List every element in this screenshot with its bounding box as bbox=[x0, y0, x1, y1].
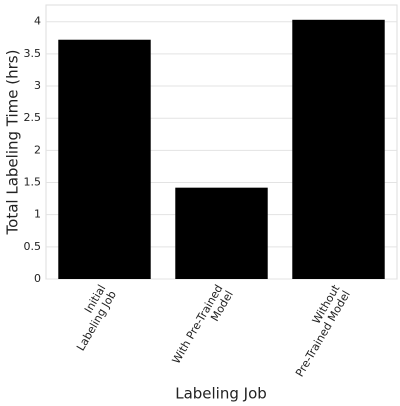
bar bbox=[292, 19, 385, 279]
y-tick-label: 4 bbox=[34, 15, 41, 28]
y-tick-label: 0.5 bbox=[24, 240, 42, 253]
y-tick-label: 0 bbox=[34, 272, 41, 285]
x-tick-label: WithoutPre-Trained Model bbox=[283, 282, 354, 379]
y-tick-label: 1.5 bbox=[24, 176, 42, 189]
x-axis-label: Labeling Job bbox=[175, 385, 267, 403]
y-tick-label: 1 bbox=[34, 208, 41, 221]
y-tick-label: 2.5 bbox=[24, 111, 42, 124]
bar bbox=[58, 39, 151, 280]
y-tick-label: 3.5 bbox=[24, 47, 42, 60]
y-tick-label: 2 bbox=[34, 143, 41, 156]
x-tick-label: With Pre-TrainedModel bbox=[170, 282, 236, 372]
y-tick-label: 3 bbox=[34, 79, 41, 92]
x-tick-label: InitialLabeling Job bbox=[64, 282, 119, 353]
y-axis-label: Total Labeling Time (hrs) bbox=[4, 50, 22, 236]
bar bbox=[175, 187, 268, 279]
